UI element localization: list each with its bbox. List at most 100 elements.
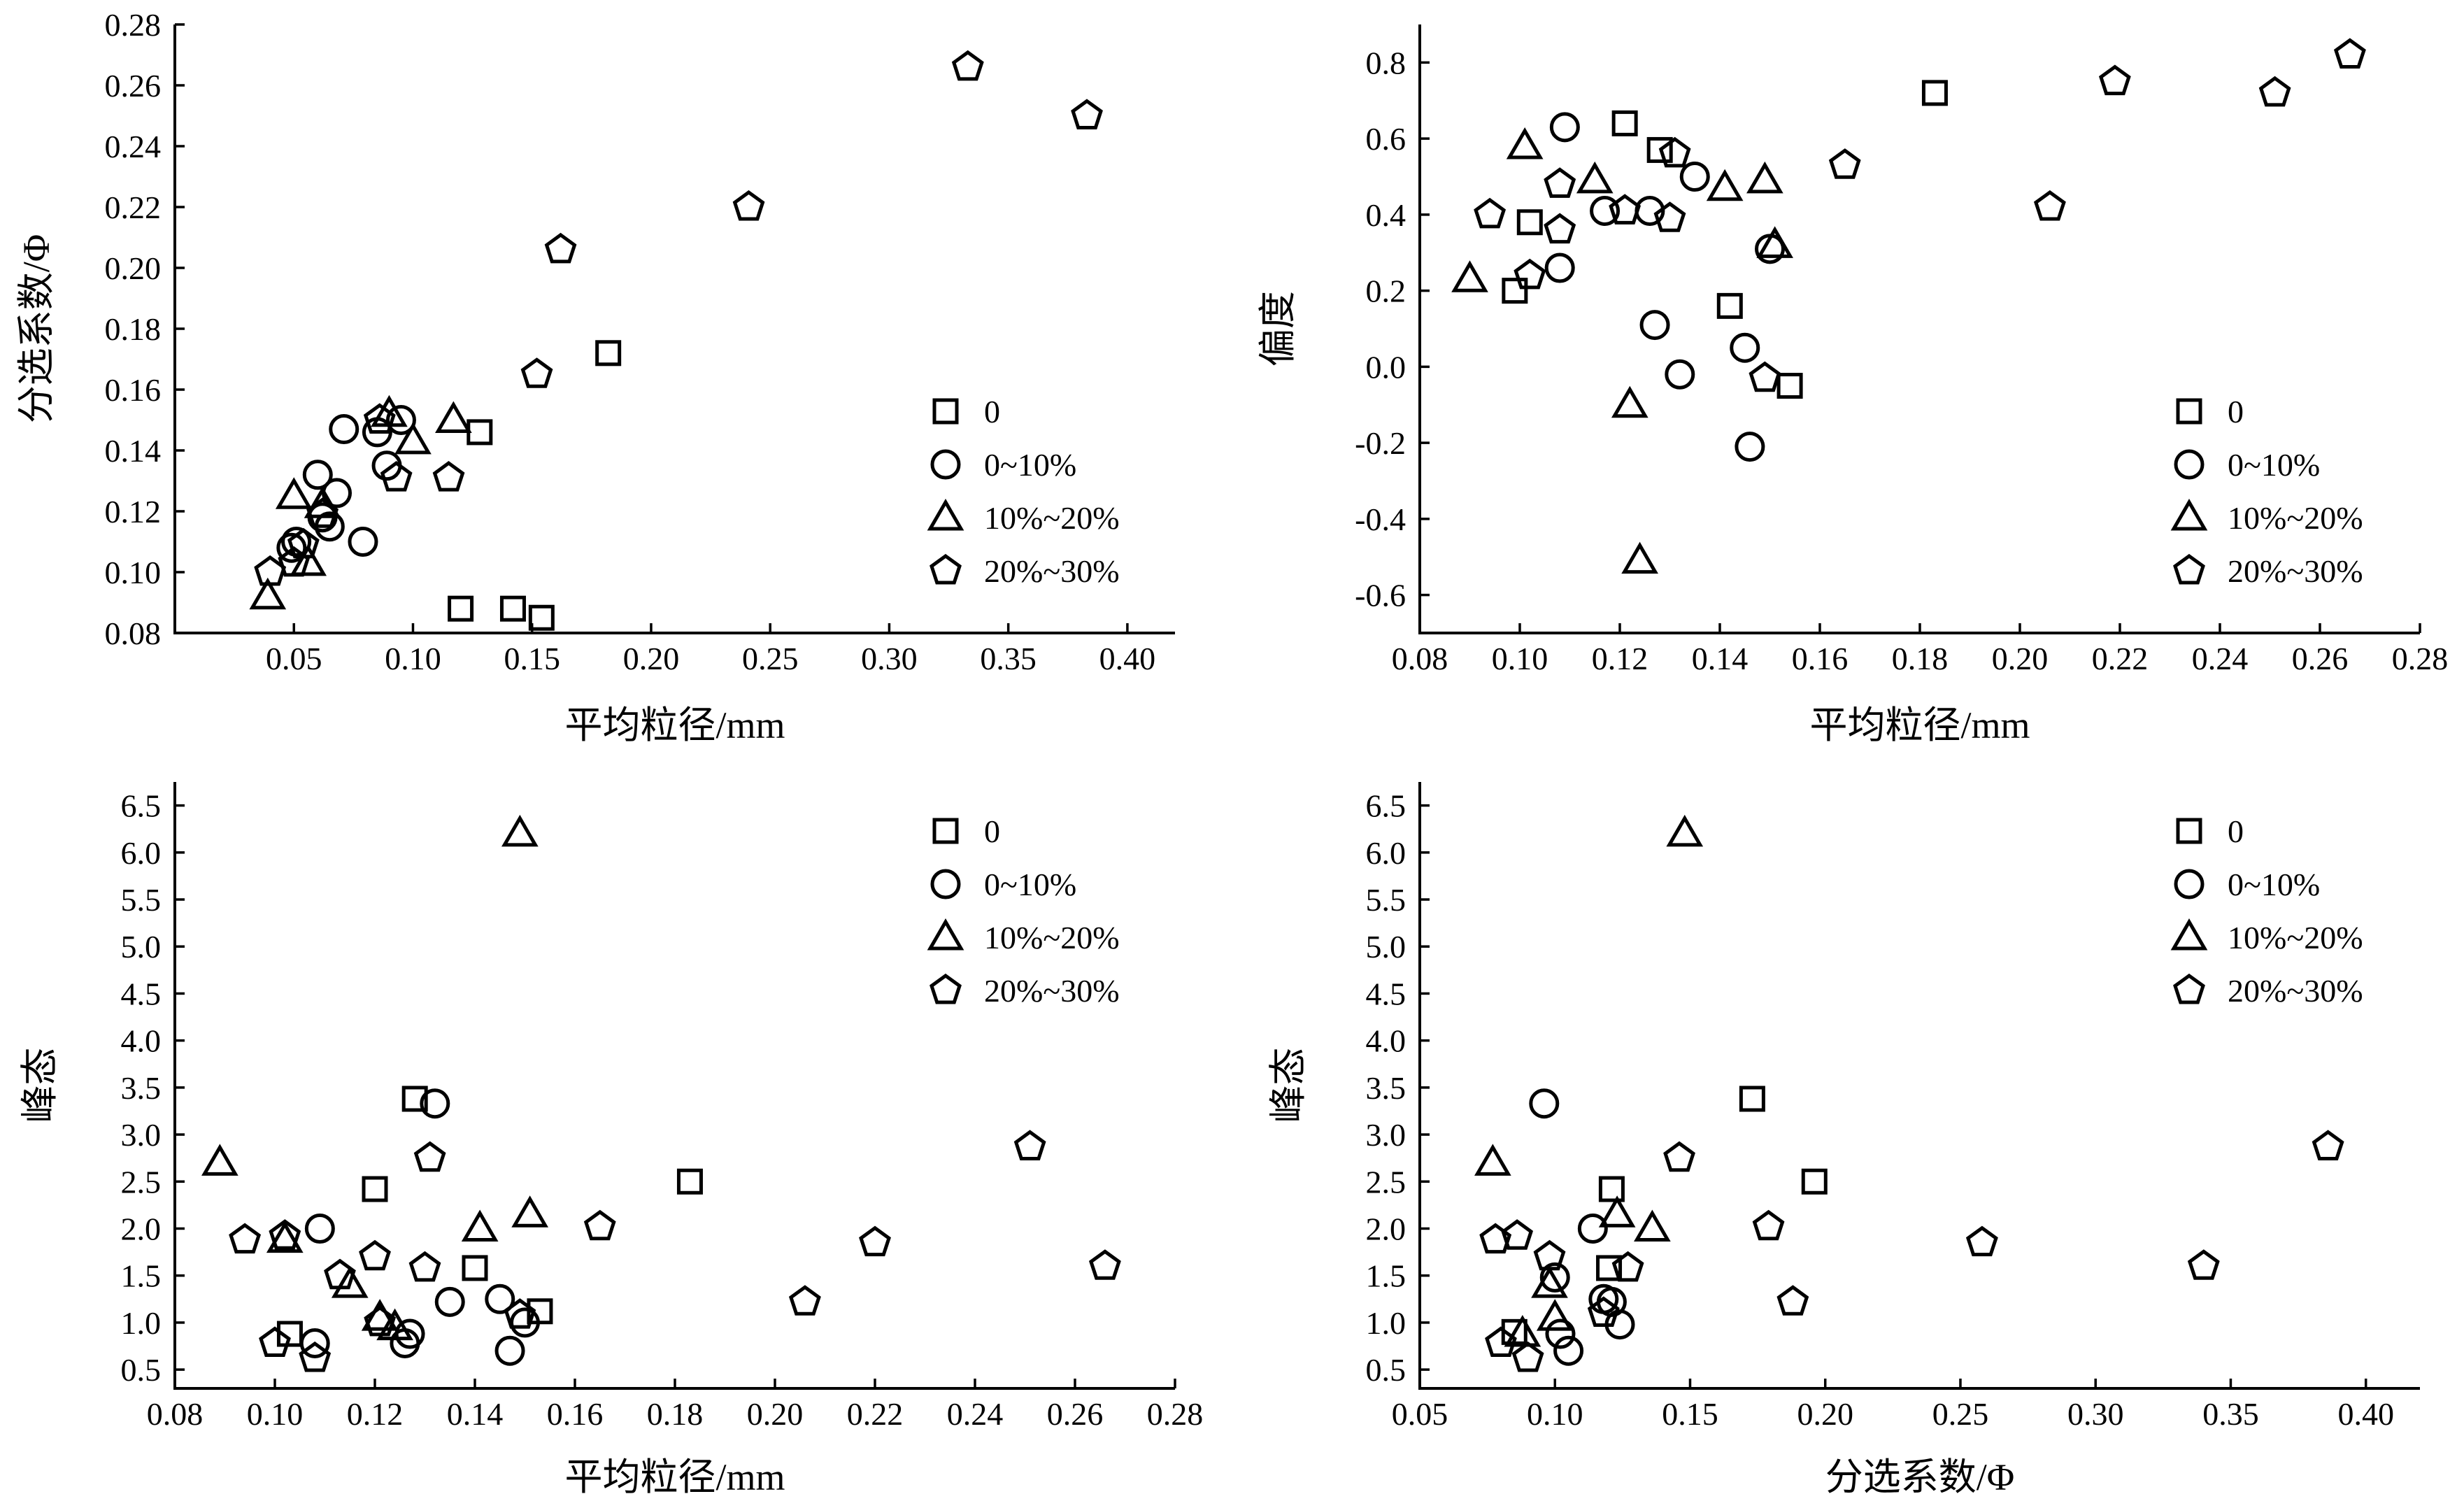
data-point-triangle <box>275 477 313 509</box>
data-point-pentagon <box>1658 136 1691 168</box>
data-point-circle <box>276 532 307 563</box>
y-tick-label: 1.5 <box>121 1258 162 1294</box>
data-point-circle <box>302 460 333 490</box>
data-point-pentagon <box>1088 1249 1121 1280</box>
data-point-pentagon <box>1501 1219 1534 1250</box>
data-point-square <box>362 1176 388 1202</box>
chart-panel-4: 0.05 0.10 0.15 0.20 0.25 0.30 0.35 0.40 0.5 1.0 1.… <box>1267 782 2420 1498</box>
x-tick-label: 0.10 <box>247 1396 304 1432</box>
data-point-pentagon <box>380 461 413 492</box>
legend-marker-pentagon <box>930 553 962 585</box>
x-tick-label: 0.20 <box>623 641 680 676</box>
legend: 0 0~10% 10%~20% 20%~30% <box>927 394 1120 589</box>
series-s1 <box>276 405 416 563</box>
data-point-triangle <box>376 1308 413 1341</box>
x-tick-label: 0.18 <box>1892 641 1949 676</box>
data-point-square <box>1611 110 1638 136</box>
x-tick-label: 0.40 <box>2337 1396 2394 1432</box>
data-point-triangle <box>1506 127 1544 159</box>
data-point-circle <box>485 1283 515 1314</box>
data-point-pentagon <box>1013 1130 1046 1160</box>
y-tick-label: 6.0 <box>121 835 162 871</box>
data-point-pentagon <box>504 1298 536 1329</box>
data-point-triangle <box>394 422 432 455</box>
data-point-circle <box>1679 162 1710 192</box>
data-point-square <box>1921 80 1948 106</box>
y-tick-label: 0.6 <box>1366 121 1407 157</box>
data-point-triangle <box>304 486 341 518</box>
data-point-pentagon <box>1611 1251 1644 1282</box>
x-tick-label: 0.20 <box>1992 641 2049 676</box>
data-point-square <box>595 340 622 367</box>
y-tick-label: 0.28 <box>105 7 162 43</box>
series-s0 <box>1502 80 1948 399</box>
series-s2 <box>201 814 548 1341</box>
x-tick-label: 0.30 <box>861 641 918 676</box>
data-point-pentagon <box>2258 76 2291 107</box>
data-point-square <box>1646 136 1673 163</box>
legend-marker-triangle <box>927 918 964 951</box>
y-tick-label: 2.5 <box>1366 1164 1407 1200</box>
y-tick-label: 6.5 <box>121 788 162 824</box>
data-point-pentagon <box>520 357 553 388</box>
data-point-pentagon <box>1071 99 1103 129</box>
y-axis-label: 峰态 <box>19 1048 61 1123</box>
y-tick-label: 0.12 <box>105 494 162 529</box>
x-tick-label: 0.10 <box>385 641 441 676</box>
y-tick-label: 1.0 <box>121 1305 162 1341</box>
x-tick-label: 0.05 <box>266 641 322 676</box>
y-tick-label: -0.6 <box>1355 578 1406 613</box>
data-point-pentagon <box>1828 148 1861 179</box>
series-s2 <box>1474 814 1704 1347</box>
y-tick-label: 0.5 <box>121 1352 162 1388</box>
y-tick-label: 0.24 <box>105 129 162 164</box>
legend-label: 10%~20% <box>984 920 1120 955</box>
x-tick-label: 0.24 <box>947 1396 1004 1432</box>
y-tick-label: 0.2 <box>1366 273 1407 309</box>
series-s3 <box>254 50 1103 586</box>
data-point-triangle <box>1536 1299 1574 1331</box>
data-point-triangle <box>501 814 539 847</box>
legend-label: 0 <box>984 813 1000 849</box>
series-s3 <box>1479 1130 2344 1372</box>
legend-marker-triangle <box>2170 918 2208 951</box>
legend-marker-pentagon <box>930 973 962 1004</box>
series-s3 <box>1474 38 2366 392</box>
y-axis-label: 峰态 <box>1267 1048 1309 1123</box>
data-point-circle <box>1544 252 1575 283</box>
data-point-triangle <box>266 1221 304 1253</box>
y-tick-label: 0.16 <box>105 372 162 408</box>
data-point-pentagon <box>2098 64 2131 96</box>
data-point-triangle <box>1531 1266 1568 1298</box>
data-point-triangle <box>1504 1315 1541 1347</box>
data-point-triangle <box>1746 161 1783 194</box>
data-point-square <box>1516 209 1543 236</box>
data-point-pentagon <box>299 1341 332 1372</box>
x-tick-label: 0.35 <box>980 641 1037 676</box>
x-tick-label: 0.20 <box>747 1396 804 1432</box>
data-point-triangle <box>1598 1195 1636 1228</box>
y-axis-label: 分选系数/Φ <box>15 234 57 423</box>
data-point-circle <box>1577 1213 1608 1244</box>
data-point-square <box>1801 1168 1828 1195</box>
legend-marker-square <box>2176 398 2202 425</box>
data-point-square <box>462 1255 488 1281</box>
data-point-triangle <box>331 1266 369 1298</box>
data-point-square <box>499 595 526 622</box>
data-point-circle <box>1545 1318 1576 1349</box>
x-tick-label: 0.20 <box>1797 1396 1853 1432</box>
data-point-circle <box>348 527 378 557</box>
data-point-pentagon <box>306 497 339 528</box>
data-point-square <box>1716 292 1743 319</box>
chart-panel-3: 0.08 0.10 0.12 0.14 0.16 0.18 0.20 0.22 0.24 0.26… <box>19 782 1203 1498</box>
data-point-square <box>401 1086 428 1112</box>
y-tick-label: 0.22 <box>105 190 162 225</box>
y-tick-label: 5.0 <box>1366 929 1407 965</box>
y-tick-label: 0.5 <box>1366 1352 1407 1388</box>
data-point-pentagon <box>951 50 984 81</box>
x-tick-label: 0.08 <box>1392 641 1448 676</box>
x-tick-label: 0.12 <box>347 1396 404 1432</box>
data-point-pentagon <box>859 1225 891 1257</box>
data-point-triangle <box>1451 260 1488 292</box>
data-point-pentagon <box>544 232 577 264</box>
